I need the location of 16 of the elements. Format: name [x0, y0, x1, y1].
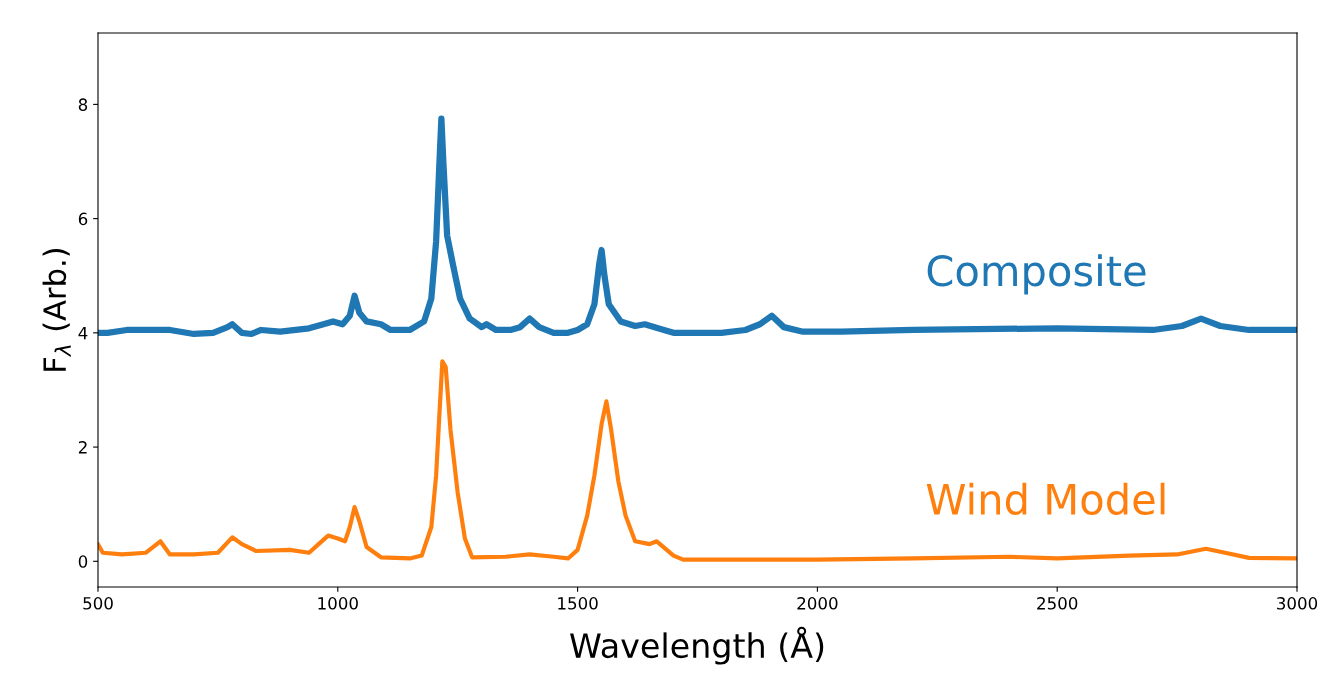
x-axis-title: Wavelength (Å) — [570, 626, 824, 665]
line-series — [98, 359, 1297, 562]
x-tick-label: 2000 — [797, 597, 838, 610]
y-tick-label: 6 — [78, 212, 88, 226]
x-tick-label: 1500 — [558, 597, 598, 610]
y-axis-title: F$_{λ}$ (Arb.) — [42, 249, 71, 371]
x-tick-label: 3000 — [1277, 597, 1318, 610]
x-tick-label: 500 — [83, 597, 113, 610]
y-tick-label: 4 — [78, 327, 88, 340]
series-label: Wind Model — [926, 482, 1165, 515]
x-tick-label: 2500 — [1037, 597, 1078, 610]
y-tick-label: 2 — [78, 441, 87, 454]
y-tick-label: 0 — [78, 555, 88, 568]
series-label: Composite — [927, 254, 1146, 295]
x-tick-label: 1000 — [318, 597, 358, 610]
y-tick-label: 8 — [78, 98, 88, 111]
